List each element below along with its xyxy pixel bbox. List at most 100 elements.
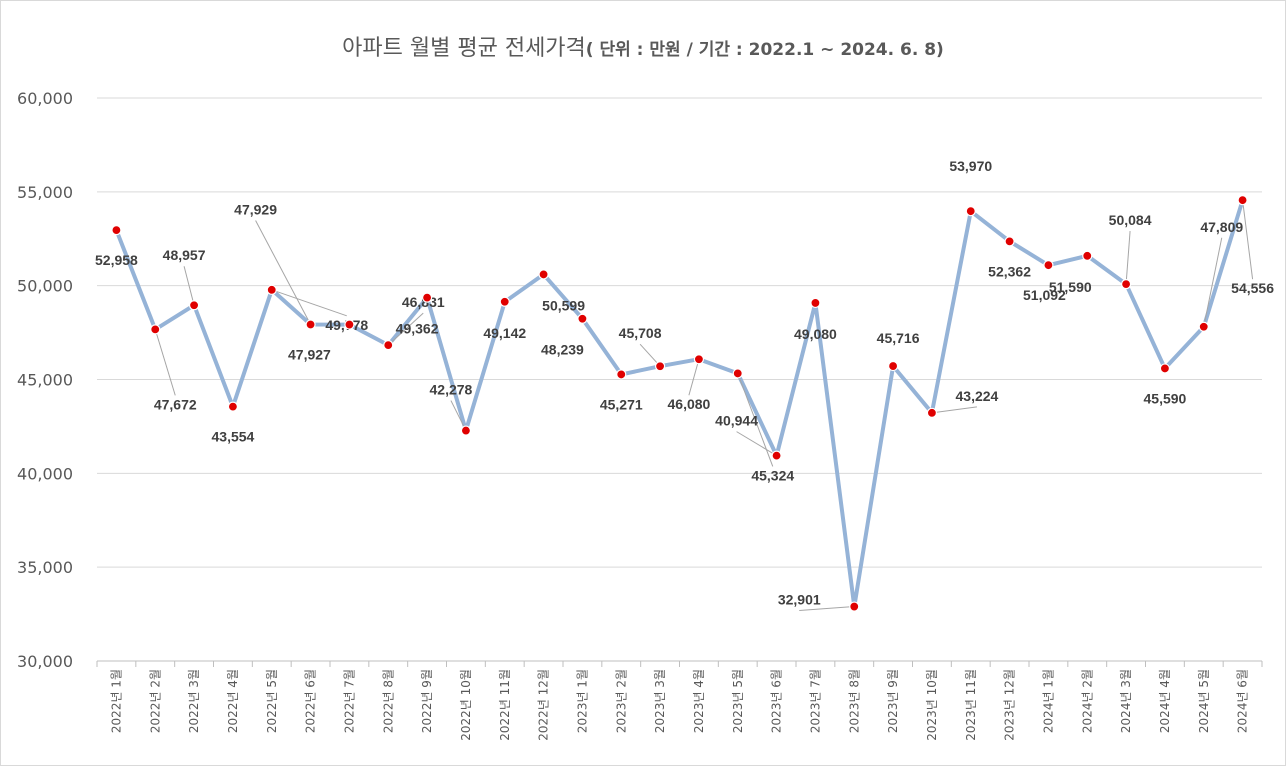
data-point: [616, 369, 627, 380]
data-point: [771, 450, 782, 461]
x-tick-label: 2023년 3월: [653, 669, 667, 733]
data-label: 52,958: [95, 252, 138, 268]
data-point: [344, 319, 355, 330]
chart-subtitle: ( 단위 : 만원 / 기간 : 2022.1 ~ 2024. 6. 8): [585, 40, 944, 60]
data-label: 51,092: [1023, 287, 1066, 303]
data-label: 47,927: [288, 347, 331, 363]
data-point: [1082, 250, 1093, 261]
x-tick-label: 2024년 2월: [1080, 669, 1094, 733]
data-point: [1120, 278, 1132, 290]
label-leader-line: [737, 373, 774, 467]
data-point: [305, 319, 316, 330]
x-tick-label: 2023년 5월: [731, 669, 745, 733]
x-tick-label: 2023년 8월: [847, 669, 861, 733]
data-label: 47,672: [154, 396, 197, 412]
data-label: 46,080: [668, 396, 711, 412]
series-line: [114, 198, 1245, 609]
y-tick-label: 40,000: [17, 464, 73, 483]
x-tick-label: 2023년 4월: [692, 669, 706, 733]
data-point: [499, 296, 510, 307]
data-label: 42,278: [430, 382, 473, 398]
label-leader-line: [736, 431, 777, 457]
label-leader-line: [1242, 200, 1254, 280]
data-point: [421, 292, 433, 303]
x-tick-label: 2022년 4월: [226, 669, 240, 733]
x-tick-label: 2022년 2월: [148, 669, 162, 733]
data-label: 45,708: [619, 325, 662, 341]
x-tick-label: 2022년 11월: [498, 669, 512, 741]
data-label: 46,831: [402, 294, 445, 310]
data-point: [732, 368, 743, 379]
data-point: [577, 313, 588, 324]
data-point: [460, 425, 472, 436]
label-leader-line: [688, 359, 700, 396]
x-tick-label: 2024년 5월: [1197, 669, 1211, 733]
x-tick-label: 2024년 4월: [1158, 669, 1172, 733]
data-point: [383, 340, 394, 351]
data-point: [1198, 321, 1209, 332]
data-label: 50,599: [542, 297, 585, 313]
data-point: [266, 284, 277, 295]
data-label: 43,224: [956, 388, 999, 404]
data-point: [849, 601, 860, 612]
label-leader-line: [255, 220, 312, 325]
data-label: 48,957: [163, 247, 206, 263]
data-point: [227, 401, 239, 412]
data-label: 49,080: [794, 326, 837, 342]
x-tick-label: 2022년 1월: [109, 669, 123, 733]
label-leader-line: [271, 289, 347, 317]
x-tick-label: 2024년 3월: [1119, 669, 1133, 733]
data-label: 48,239: [541, 342, 584, 358]
x-tick-label: 2023년 12월: [1003, 669, 1017, 741]
data-label: 51,590: [1049, 279, 1092, 295]
label-leader-line: [183, 266, 195, 306]
label-leader-line: [387, 312, 424, 346]
data-label: 45,271: [600, 396, 643, 412]
label-leader-line: [1203, 237, 1223, 327]
data-label: 50,084: [1109, 212, 1152, 228]
data-label: 45,590: [1144, 390, 1187, 406]
data-label: 43,554: [212, 429, 255, 445]
y-tick-label: 35,000: [17, 558, 73, 577]
data-label: 45,324: [751, 467, 794, 483]
data-point: [150, 324, 161, 335]
data-label: 53,970: [949, 158, 992, 174]
data-point: [693, 354, 705, 365]
x-tick-label: 2023년 7월: [808, 669, 822, 733]
data-label: 45,716: [877, 330, 920, 346]
y-tick-label: 45,000: [17, 371, 73, 390]
data-point: [188, 300, 200, 311]
label-leader-line: [450, 400, 467, 431]
x-tick-label: 2023년 11월: [964, 669, 978, 741]
data-point: [1004, 236, 1015, 247]
data-label: 49,362: [396, 321, 439, 337]
data-label: 40,944: [715, 413, 758, 429]
data-point: [1159, 363, 1171, 374]
y-tick-label: 55,000: [17, 183, 73, 202]
x-tick-label: 2022년 8월: [381, 669, 395, 733]
data-label: 47,929: [234, 202, 277, 218]
y-tick-label: 60,000: [17, 89, 73, 108]
x-tick-label: 2023년 2월: [614, 669, 628, 733]
label-leader-line: [154, 329, 176, 396]
chart-title: 아파트 월별 평균 전세가격( 단위 : 만원 / 기간 : 2022.1 ~ …: [0, 30, 1286, 62]
chart-title-main: 아파트 월별 평균 전세가격: [342, 36, 586, 61]
data-point: [810, 297, 821, 309]
x-tick-label: 2022년 7월: [342, 669, 356, 733]
data-label: 49,142: [483, 325, 526, 341]
y-tick-label: 30,000: [17, 652, 73, 671]
x-tick-label: 2024년 6월: [1236, 669, 1250, 733]
x-tick-label: 2023년 6월: [770, 669, 784, 733]
data-point: [926, 407, 938, 418]
label-leader-line: [1125, 231, 1131, 285]
data-point: [654, 361, 666, 372]
x-tick-label: 2024년 1월: [1041, 669, 1055, 733]
data-label: 54,556: [1231, 280, 1274, 296]
x-tick-label: 2022년 10월: [459, 669, 473, 741]
data-point: [887, 360, 899, 372]
data-point: [538, 269, 549, 280]
x-tick-label: 2022년 6월: [304, 669, 318, 733]
x-tick-label: 2023년 10월: [925, 669, 939, 741]
label-leader-line: [931, 406, 977, 414]
